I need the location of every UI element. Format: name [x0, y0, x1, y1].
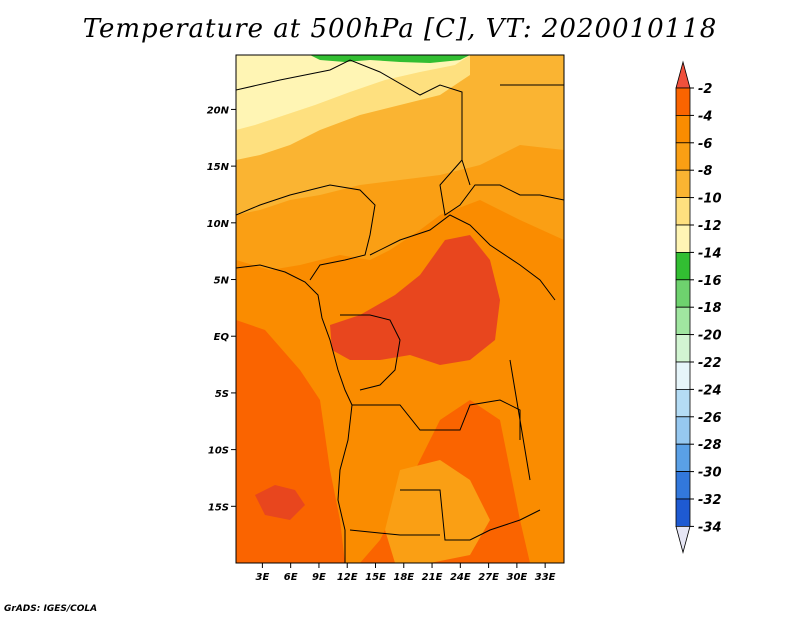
lon-label: 15E: [365, 572, 386, 583]
lon-label: 18E: [393, 572, 414, 583]
border-west: [236, 184, 376, 281]
colorbar-label: -4: [698, 109, 712, 124]
colorbar-band: [675, 251, 691, 281]
colorbar-label: -8: [698, 164, 712, 179]
lon-label: 3E: [255, 572, 269, 583]
colorbar-label: -18: [698, 301, 722, 316]
colorbar-band: [675, 498, 691, 527]
colorbar-band: [675, 87, 691, 116]
coastline: [236, 264, 353, 563]
colorbar-bottom-arrow: [675, 526, 691, 554]
border-sudan: [461, 159, 471, 186]
colorbar-band: [675, 169, 691, 198]
lon-label: 33E: [535, 572, 556, 583]
colorbar-band: [675, 224, 691, 253]
lat-label: 20N: [207, 105, 230, 116]
colorbar-band: [675, 115, 691, 144]
colorbar-band: [675, 471, 691, 500]
colorbar-band: [675, 142, 691, 171]
longitude-axis: 3E 6E 9E 12E 15E 18E 21E 24E 27E 30E 33E: [255, 563, 556, 583]
grads-credit: GrADS: IGES/COLA: [4, 604, 98, 614]
lat-label: 10S: [208, 446, 229, 457]
field-green: [310, 55, 470, 63]
lat-label: EQ: [214, 332, 230, 343]
temperature-field: [236, 55, 564, 563]
colorbar-label: -2: [698, 82, 712, 97]
colorbar-top-arrow: [675, 60, 691, 89]
colorbar-label: -30: [698, 466, 722, 481]
lat-label: 15S: [208, 502, 229, 513]
map-frame: [235, 54, 565, 564]
border-drc-angola: [352, 399, 521, 440]
colorbar-label: -12: [698, 219, 722, 234]
colorbar-band: [675, 197, 691, 226]
colorbar-band: [675, 334, 691, 363]
colorbar-label: -28: [698, 438, 722, 453]
colorbar-band: [675, 443, 691, 473]
lon-label: 9E: [312, 572, 326, 583]
border-lakes: [509, 359, 531, 481]
colorbar-label: -16: [698, 274, 722, 289]
field-mid-south: [385, 460, 490, 563]
colorbar-label: -24: [698, 383, 722, 398]
lon-label: 30E: [506, 572, 527, 583]
country-borders: [236, 59, 564, 563]
lon-label: 24E: [450, 572, 471, 583]
border-central: [369, 214, 556, 301]
colorbar-band: [675, 388, 691, 418]
lon-label: 21E: [422, 572, 443, 583]
colorbar: -2 -4 -6 -8 -10 -12 -14 -16 -18 -20 -22 -24 -26 -28 -3…: [675, 60, 722, 554]
colorbar-band: [675, 306, 691, 336]
colorbar-band: [675, 416, 691, 445]
field-cold: [236, 55, 470, 130]
chart-title: Temperature at 500hPa [C], VT: 202001011…: [82, 14, 718, 44]
latitude-axis: 20N 15N 10N 5N EQ 5S 10S 15S: [207, 105, 236, 513]
colorbar-band: [675, 361, 691, 390]
border-zambia: [400, 489, 541, 541]
lat-label: 15N: [207, 162, 230, 173]
colorbar-label: -34: [698, 520, 722, 535]
lon-label: 12E: [337, 572, 358, 583]
field-hot-spot-sw: [255, 485, 305, 520]
lon-label: 6E: [284, 572, 298, 583]
colorbar-label: -10: [698, 192, 722, 207]
colorbar-label: -6: [698, 137, 712, 152]
lat-label: 5S: [215, 389, 229, 400]
colorbar-label: -22: [698, 356, 722, 371]
lat-label: 5N: [214, 276, 230, 287]
lat-label: 10N: [207, 219, 230, 230]
border-south: [349, 529, 440, 536]
border-congo: [340, 314, 401, 391]
colorbar-label: -26: [698, 411, 722, 426]
colorbar-label: -32: [698, 493, 722, 508]
field-hot-core: [330, 235, 500, 365]
colorbar-band: [675, 279, 691, 308]
lon-label: 27E: [478, 572, 499, 583]
colorbar-label: -14: [698, 246, 722, 261]
colorbar-label: -20: [698, 329, 722, 344]
